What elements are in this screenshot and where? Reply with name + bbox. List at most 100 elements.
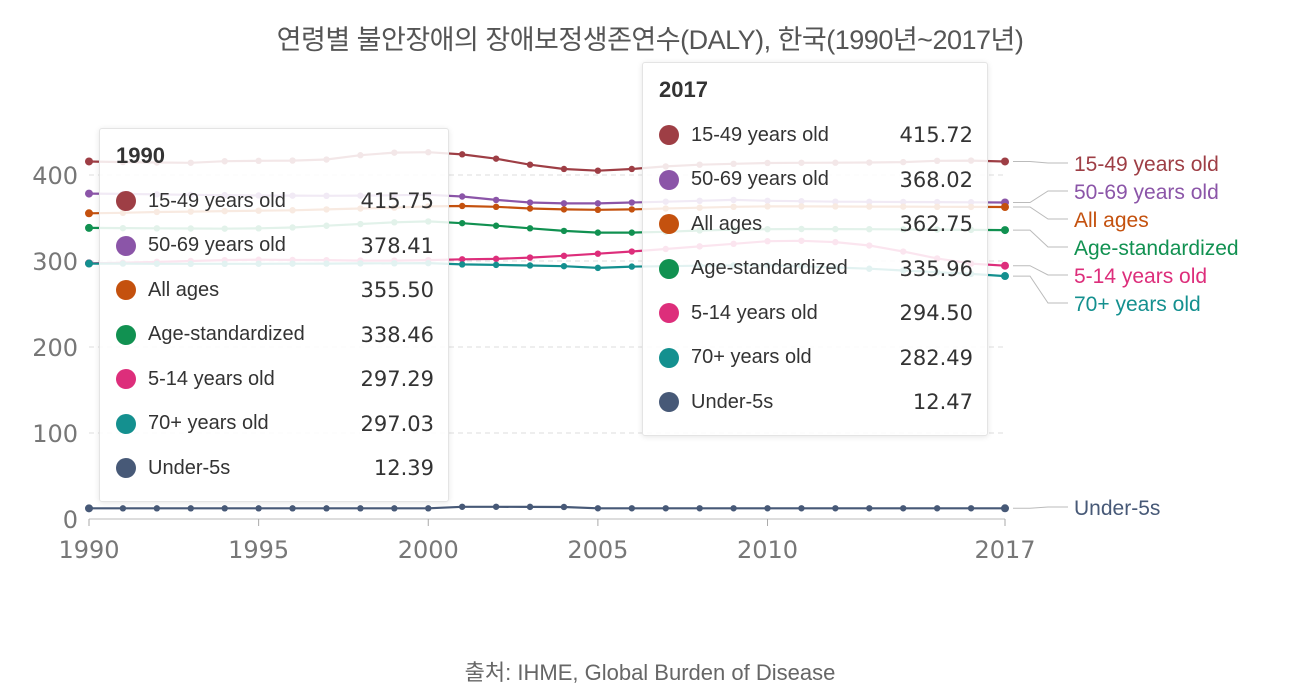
data-point[interactable] xyxy=(391,505,398,512)
data-point[interactable] xyxy=(458,256,466,263)
x-tick-label: 1995 xyxy=(228,536,289,564)
data-point[interactable] xyxy=(458,503,466,510)
tooltip-row: Under-5s 12.39 xyxy=(116,446,434,491)
data-point[interactable] xyxy=(662,505,669,512)
data-point[interactable] xyxy=(1001,272,1009,281)
data-point[interactable] xyxy=(458,261,466,268)
series-line[interactable] xyxy=(89,505,1005,510)
data-point[interactable] xyxy=(153,505,161,512)
tooltip-series-value: 12.47 xyxy=(912,390,973,415)
tooltip-series-value: 362.75 xyxy=(899,212,973,237)
tooltip-year: 1990 xyxy=(116,143,165,168)
tooltip-row: 50-69 years old 378.41 xyxy=(116,224,434,269)
data-point[interactable] xyxy=(458,193,466,200)
data-point[interactable] xyxy=(628,248,636,255)
data-point[interactable] xyxy=(85,157,93,166)
data-point[interactable] xyxy=(492,255,500,263)
data-point[interactable] xyxy=(594,200,602,207)
data-point[interactable] xyxy=(628,505,636,512)
data-point[interactable] xyxy=(1001,226,1009,235)
data-point[interactable] xyxy=(594,250,602,257)
data-point[interactable] xyxy=(85,209,93,218)
tooltip-row: All ages 355.50 xyxy=(116,268,434,313)
data-point[interactable] xyxy=(933,505,941,512)
data-point[interactable] xyxy=(85,189,93,198)
series-under-5s xyxy=(85,503,1009,513)
series-dot-icon xyxy=(659,169,679,190)
data-point[interactable] xyxy=(900,505,907,512)
y-tick-label: 300 xyxy=(32,248,78,276)
data-point[interactable] xyxy=(628,199,636,206)
data-point[interactable] xyxy=(628,206,636,213)
data-point[interactable] xyxy=(85,259,93,268)
data-point[interactable] xyxy=(560,227,568,235)
y-tick-label: 100 xyxy=(32,420,78,448)
data-point[interactable] xyxy=(594,206,602,214)
series-dot-icon xyxy=(659,303,679,324)
data-point[interactable] xyxy=(458,219,466,227)
data-point[interactable] xyxy=(357,505,364,512)
data-point[interactable] xyxy=(594,229,602,236)
data-point[interactable] xyxy=(1001,261,1009,270)
series-dot-icon xyxy=(659,214,679,235)
data-point[interactable] xyxy=(458,151,466,158)
data-point[interactable] xyxy=(526,199,534,206)
data-point[interactable] xyxy=(764,505,771,512)
data-point[interactable] xyxy=(798,505,805,512)
data-point[interactable] xyxy=(832,505,839,512)
data-point[interactable] xyxy=(696,505,703,512)
data-point[interactable] xyxy=(866,505,873,512)
data-point[interactable] xyxy=(458,202,466,210)
data-point[interactable] xyxy=(85,504,93,513)
data-point[interactable] xyxy=(526,262,534,269)
data-point[interactable] xyxy=(594,505,602,512)
end-label-leader xyxy=(1013,229,1068,248)
data-point[interactable] xyxy=(1001,203,1009,212)
data-point[interactable] xyxy=(594,264,602,272)
tooltip-1990: 1990 15-49 years old 415.75 50-69 years ol… xyxy=(99,128,449,502)
data-point[interactable] xyxy=(526,161,534,168)
data-point[interactable] xyxy=(526,225,534,232)
tooltip-series-value: 12.39 xyxy=(373,456,434,481)
tooltip-series-value: 335.96 xyxy=(899,256,973,281)
data-point[interactable] xyxy=(628,229,636,236)
data-point[interactable] xyxy=(492,203,500,211)
data-point[interactable] xyxy=(323,505,330,512)
data-point[interactable] xyxy=(526,503,534,511)
data-point[interactable] xyxy=(560,200,568,207)
data-point[interactable] xyxy=(560,206,568,213)
data-point[interactable] xyxy=(425,505,432,512)
data-point[interactable] xyxy=(119,505,127,512)
data-point[interactable] xyxy=(492,503,500,510)
tooltip-series-name: 70+ years old xyxy=(691,346,812,369)
data-point[interactable] xyxy=(187,505,194,512)
tooltip-series-name: 5-14 years old xyxy=(148,367,275,390)
end-label: 50-69 years old xyxy=(1074,181,1219,204)
data-point[interactable] xyxy=(492,196,500,204)
data-point[interactable] xyxy=(560,262,568,270)
data-point[interactable] xyxy=(628,263,636,270)
tooltip-series-value: 297.29 xyxy=(360,367,434,392)
data-point[interactable] xyxy=(967,505,975,512)
tooltip-2017: 2017 15-49 years old 415.72 50-69 years ol… xyxy=(642,62,988,436)
data-point[interactable] xyxy=(289,505,296,512)
data-point[interactable] xyxy=(492,155,500,162)
tooltip-series-value: 415.75 xyxy=(360,189,434,214)
data-point[interactable] xyxy=(255,505,262,512)
data-point[interactable] xyxy=(1001,157,1009,166)
data-point[interactable] xyxy=(1001,504,1009,513)
data-point[interactable] xyxy=(560,503,568,511)
source-note: 출처: IHME, Global Burden of Disease xyxy=(464,660,836,685)
data-point[interactable] xyxy=(526,205,534,212)
data-point[interactable] xyxy=(594,167,602,174)
tooltip-series-name: Under-5s xyxy=(148,456,231,479)
data-point[interactable] xyxy=(628,165,636,173)
data-point[interactable] xyxy=(492,261,500,269)
data-point[interactable] xyxy=(560,165,568,173)
data-point[interactable] xyxy=(560,252,568,260)
data-point[interactable] xyxy=(221,505,228,512)
data-point[interactable] xyxy=(492,222,500,229)
data-point[interactable] xyxy=(730,505,737,512)
data-point[interactable] xyxy=(85,223,93,232)
data-point[interactable] xyxy=(526,254,534,261)
